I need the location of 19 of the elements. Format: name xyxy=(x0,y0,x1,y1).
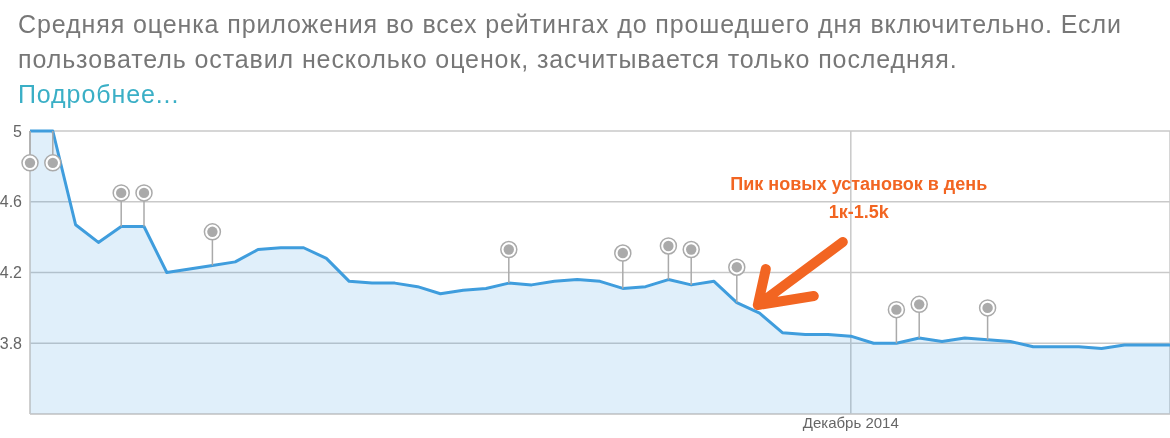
point xyxy=(728,258,746,276)
y-tick-label: 4.6 xyxy=(0,193,23,211)
y-tick-label: 5 xyxy=(13,122,23,140)
y-tick-label: 4.2 xyxy=(0,264,23,282)
point xyxy=(203,223,222,241)
text: Подробнее... xyxy=(18,80,180,108)
point xyxy=(500,240,518,259)
point xyxy=(659,237,678,255)
point xyxy=(614,244,632,262)
point xyxy=(112,184,130,202)
x-tick-label: Декабрь 2014 xyxy=(802,413,899,431)
point xyxy=(44,154,62,172)
point xyxy=(682,240,700,259)
annotation: Пик новых установок в день 1к-1.5k xyxy=(730,174,988,223)
chart-title: Средняя оценка приложения во всех рейтингах до прошедшего дня включительно. Если пользователь оставил несколько оценок, засчитывается только последняя. xyxy=(18,9,1123,75)
y-tick-label: 3.8 xyxy=(0,334,23,352)
point xyxy=(910,295,928,314)
point xyxy=(887,300,906,319)
point xyxy=(978,299,997,317)
